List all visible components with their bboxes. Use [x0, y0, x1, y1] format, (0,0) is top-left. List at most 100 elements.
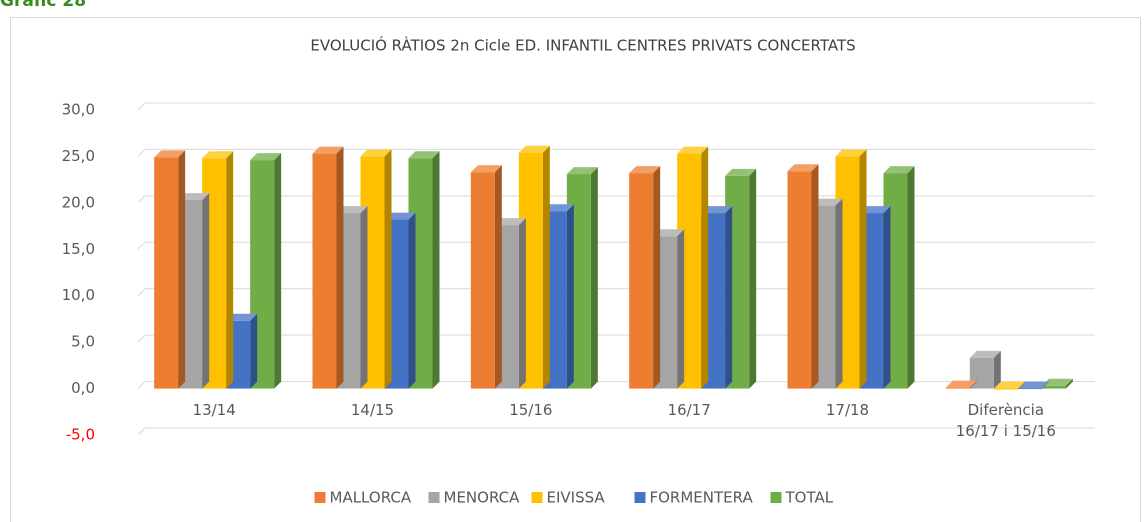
bar-side	[494, 165, 502, 389]
x-tick-label: 15/16	[509, 401, 553, 419]
grid-line	[137, 288, 1095, 297]
bar-top	[250, 153, 282, 161]
grid-line	[137, 148, 1095, 157]
bar-side	[384, 149, 392, 389]
y-tick-label: 20,0	[62, 193, 95, 211]
bar-side	[653, 166, 661, 389]
bar-top	[226, 313, 258, 321]
y-tick-label: 25,0	[62, 147, 95, 165]
bar-side	[250, 313, 258, 389]
grid-line	[137, 102, 1095, 111]
x-tick-label: Diferència 16/17 i 15/16	[955, 401, 1056, 440]
bar-top	[969, 350, 1001, 358]
bar-side	[566, 204, 574, 389]
y-tick-label: 15,0	[62, 240, 95, 258]
legend-label: FORMENTERA	[650, 489, 754, 507]
bar-side	[226, 151, 234, 389]
bar-side	[749, 168, 757, 389]
y-tick-label: 10,0	[62, 286, 95, 304]
bar-top	[835, 149, 867, 157]
legend-label: TOTAL	[785, 489, 834, 507]
bar-top	[701, 206, 733, 214]
bar-top	[360, 149, 392, 157]
y-tick-label: 30,0	[62, 101, 95, 119]
bar-top	[1041, 378, 1073, 386]
bar	[629, 173, 654, 389]
x-tick-label: 16/17	[667, 401, 711, 419]
bar-top	[384, 212, 416, 220]
bar-top	[494, 218, 526, 226]
x-tick-label: 13/14	[192, 401, 236, 419]
bar-top	[993, 381, 1025, 389]
bar-side	[725, 206, 733, 389]
bar-top	[883, 166, 915, 174]
legend-label: MALLORCA	[330, 489, 412, 507]
bar	[154, 157, 179, 389]
y-tick-label: 5,0	[71, 333, 95, 351]
bar-side	[859, 149, 867, 389]
y-tick-label: 0,0	[71, 379, 95, 397]
legend-swatch	[634, 492, 646, 503]
bar-side	[883, 206, 891, 389]
bar-side	[202, 193, 210, 389]
bar-top	[154, 150, 186, 158]
bar-side	[677, 229, 685, 389]
bar	[993, 388, 1018, 390]
legend-swatch	[314, 492, 326, 503]
bar-side	[811, 164, 819, 389]
bar-top	[725, 168, 757, 176]
bar-side	[274, 153, 282, 389]
legend-label: EIVISSA	[547, 489, 606, 507]
bar	[1041, 385, 1066, 389]
bar-top	[811, 198, 843, 206]
grid-line	[137, 334, 1095, 343]
bar-side	[907, 166, 915, 389]
x-tick-label: 17/18	[825, 401, 870, 419]
chart-border	[10, 17, 1141, 522]
bar-side	[835, 198, 843, 389]
grid-line	[137, 381, 1095, 389]
bar	[945, 387, 970, 389]
legend-swatch	[770, 492, 782, 503]
grid-line	[137, 195, 1095, 204]
bar-top	[202, 151, 234, 159]
bar-top	[653, 229, 685, 237]
bar	[312, 153, 337, 389]
bar-side	[432, 151, 440, 389]
bar-top	[787, 164, 819, 172]
bar-side	[590, 167, 598, 389]
bar	[1017, 388, 1042, 390]
bar-top	[859, 206, 891, 214]
bar-side	[178, 150, 186, 389]
bar-top	[312, 146, 344, 154]
grid-line	[137, 241, 1095, 250]
bar-top	[336, 206, 368, 214]
bar-top	[408, 151, 440, 159]
bar-side	[969, 380, 977, 389]
bar	[470, 172, 495, 389]
bar-side	[336, 146, 344, 389]
legend-label: MENORCA	[444, 489, 521, 507]
bar-top	[1017, 381, 1049, 389]
bar-side	[1065, 378, 1073, 389]
bar-side	[993, 350, 1001, 389]
y-tick-label: -5,0	[66, 426, 95, 444]
bar-top	[566, 167, 598, 175]
legend-swatch	[531, 492, 543, 503]
bar-top	[470, 165, 502, 173]
bar-top	[677, 146, 709, 154]
chart-title: EVOLUCIÓ RÀTIOS 2n Cicle ED. INFANTIL CE…	[310, 36, 855, 55]
bar-top	[629, 166, 661, 174]
bar-side	[360, 206, 368, 389]
bar-side	[542, 145, 550, 389]
bar-top	[945, 380, 977, 388]
bar-side	[518, 218, 526, 389]
bar-top	[178, 193, 210, 201]
bar-side	[701, 146, 709, 389]
bar-top	[542, 204, 574, 212]
grid-line	[137, 427, 1095, 436]
caption: Gràfic 28	[0, 0, 87, 11]
bar-side	[1017, 381, 1025, 390]
